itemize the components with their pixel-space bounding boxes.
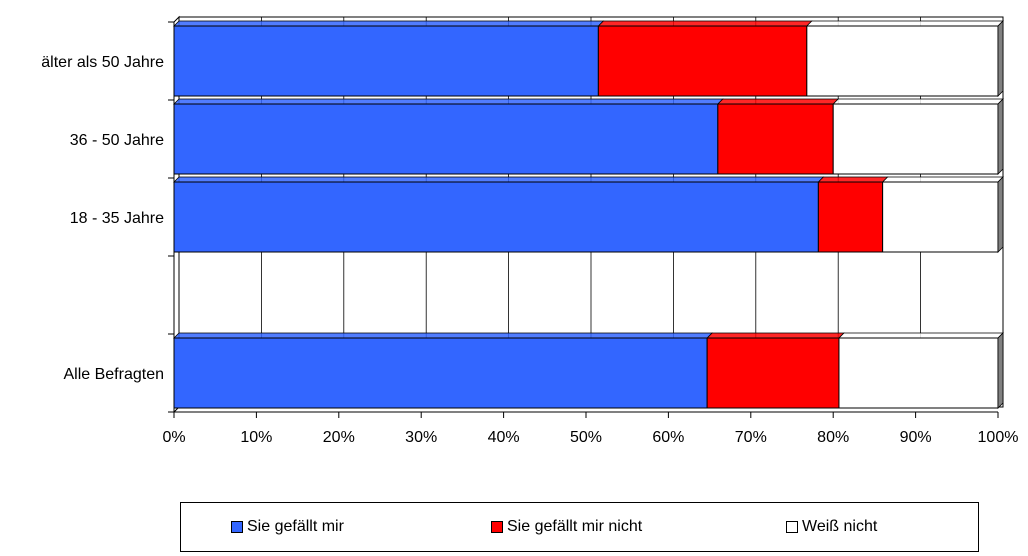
bar-row1-series1-top — [716, 98, 840, 105]
legend-label-likes: Sie gefällt mir — [247, 518, 344, 535]
bar-row2-series2 — [882, 181, 999, 253]
bar-row2-series1-top — [817, 176, 889, 183]
bar-row2-end-face — [997, 176, 1004, 253]
x-tick-label-9: 90% — [900, 429, 932, 446]
legend-item-likes: Sie gefällt mir — [231, 503, 344, 551]
bar-row0-series1 — [597, 25, 808, 97]
bar-row1-series0-top — [173, 98, 724, 105]
legend-label-dislikes: Sie gefällt mir nicht — [507, 518, 643, 535]
x-tick-label-8: 80% — [817, 429, 849, 446]
x-tick-label-3: 30% — [405, 429, 437, 446]
category-label-4: Alle Befragten — [63, 366, 164, 383]
legend: Sie gefällt mir Sie gefällt mir nicht We… — [180, 502, 979, 552]
bar-row4-series1 — [706, 337, 840, 409]
x-tick-label-6: 60% — [652, 429, 684, 446]
bar-row0-series2 — [806, 25, 999, 97]
stacked-bar-chart: älter als 50 Jahre 36 - 50 Jahre 18 - 35 J… — [41, 15, 1019, 446]
bar-row4-end-face — [997, 332, 1004, 409]
bar-row0-series2-top — [805, 20, 1004, 27]
category-label-2: 18 - 35 Jahre — [70, 210, 164, 227]
bar-row4-series2 — [838, 337, 999, 409]
x-tick-label-2: 20% — [323, 429, 355, 446]
category-label-1: 36 - 50 Jahre — [70, 132, 164, 149]
bar-row1-series2-top — [832, 98, 1004, 105]
legend-item-dislikes: Sie gefällt mir nicht — [491, 503, 642, 551]
bar-row0-end-face — [997, 20, 1004, 97]
x-tick-label-5: 50% — [570, 429, 602, 446]
bar-row2-series0 — [173, 181, 819, 253]
bar-row1-end-face — [997, 98, 1004, 175]
x-tick-label-7: 70% — [735, 429, 767, 446]
bar-row1-series1 — [717, 103, 834, 175]
legend-item-dont-know: Weiß nicht — [786, 503, 877, 551]
bar-row1-series0 — [173, 103, 719, 175]
category-label-0: älter als 50 Jahre — [41, 54, 164, 71]
bar-row1-series2 — [832, 103, 999, 175]
bar-row4-series0 — [173, 337, 708, 409]
legend-label-dont-know: Weiß nicht — [802, 518, 878, 535]
x-tick-label-1: 10% — [240, 429, 272, 446]
legend-swatch-dislikes — [491, 521, 503, 533]
bar-row0-series0-top — [173, 20, 605, 27]
bar-row4-series0-top — [173, 332, 714, 339]
bar-row4-series1-top — [706, 332, 845, 339]
bar-row2-series2-top — [881, 176, 1004, 183]
x-tick-label-0: 0% — [162, 429, 185, 446]
bar-row4-series2-top — [838, 332, 1004, 339]
bar-row2-series1 — [817, 181, 884, 253]
x-tick-label-10: 100% — [978, 429, 1019, 446]
legend-swatch-likes — [231, 521, 243, 533]
legend-swatch-dont-know — [786, 521, 798, 533]
bar-row2-series0-top — [173, 176, 825, 183]
x-tick-label-4: 40% — [488, 429, 520, 446]
bar-row0-series0 — [173, 25, 599, 97]
bar-row0-series1-top — [597, 20, 813, 27]
